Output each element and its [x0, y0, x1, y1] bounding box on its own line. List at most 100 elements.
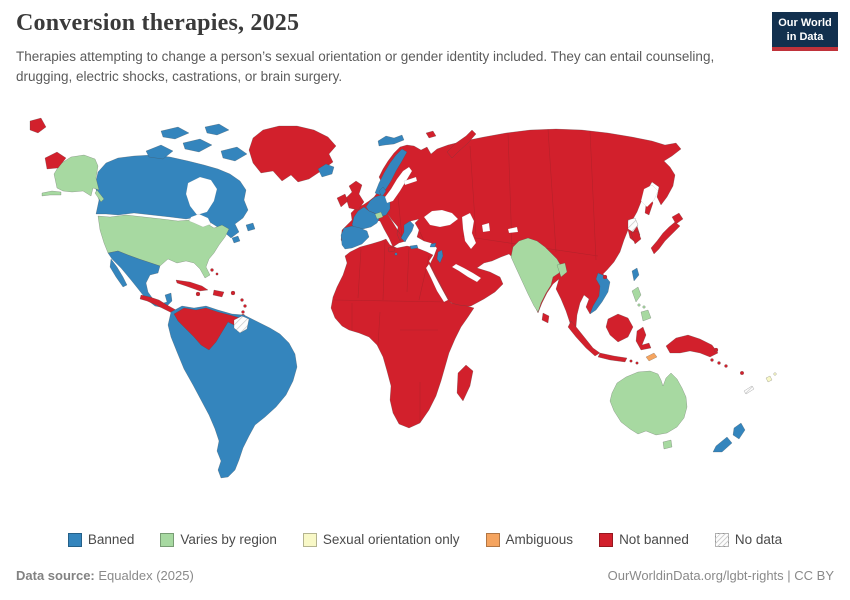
- country-novaya-zemlya[interactable]: [446, 129, 477, 159]
- data-source-value: Equaldex (2025): [98, 568, 194, 583]
- country-puerto-rico[interactable]: [230, 290, 236, 296]
- country-philippines-luzon[interactable]: [631, 286, 642, 303]
- legend-item-sexual-orientation-only[interactable]: Sexual orientation only: [302, 532, 460, 547]
- country-bahamas[interactable]: [215, 272, 219, 276]
- owid-logo[interactable]: Our World in Data: [772, 12, 838, 51]
- country-franz-josef[interactable]: [425, 130, 437, 139]
- legend-item-ambiguous[interactable]: Ambiguous: [485, 532, 574, 547]
- country-cuba[interactable]: [175, 279, 209, 292]
- country-fiji[interactable]: [765, 375, 773, 383]
- country-greenland[interactable]: [248, 125, 337, 183]
- country-new-zealand-north[interactable]: [732, 422, 746, 440]
- country-alaska-panhandle[interactable]: [94, 189, 105, 203]
- country-java[interactable]: [597, 352, 628, 363]
- country-canada[interactable]: [94, 154, 249, 239]
- country-new-britain[interactable]: [713, 347, 719, 353]
- sea-baltic: [384, 166, 413, 204]
- country-hainan[interactable]: [602, 274, 608, 280]
- country-lesser-sunda[interactable]: [635, 361, 639, 365]
- country-svalbard[interactable]: [377, 134, 405, 147]
- country-sulawesi[interactable]: [635, 326, 652, 351]
- country-greece-albania[interactable]: [400, 220, 415, 243]
- owid-logo-accent-bar: [772, 46, 838, 51]
- country-taiwan[interactable]: [631, 267, 640, 282]
- country-guyana-suriname[interactable]: [233, 315, 250, 334]
- country-newfoundland[interactable]: [245, 222, 256, 232]
- country-arctic-island[interactable]: [204, 123, 230, 136]
- country-australia[interactable]: [609, 370, 688, 436]
- country-hispaniola[interactable]: [212, 289, 225, 298]
- country-philippines-visayas[interactable]: [642, 305, 646, 309]
- country-lesser-sunda[interactable]: [629, 359, 633, 363]
- country-norway[interactable]: [374, 148, 408, 196]
- legend-swatch-ambiguous: [485, 532, 500, 547]
- country-fiji[interactable]: [773, 372, 777, 376]
- country-baja-california[interactable]: [109, 258, 128, 288]
- country-tasmania[interactable]: [662, 439, 673, 450]
- country-lesser-antilles[interactable]: [240, 298, 244, 302]
- country-arctic-island[interactable]: [145, 144, 174, 160]
- country-crete[interactable]: [409, 244, 419, 250]
- country-switzerland[interactable]: [374, 211, 384, 220]
- country-north-korea[interactable]: [627, 217, 639, 233]
- country-japan[interactable]: [650, 221, 681, 255]
- country-colombia-venezuela[interactable]: [173, 307, 241, 351]
- country-cyprus[interactable]: [429, 242, 437, 248]
- country-philippines-mindanao[interactable]: [640, 309, 652, 322]
- sea-hudson-bay: [185, 176, 218, 216]
- sea-caspian: [461, 212, 477, 250]
- country-arctic-island[interactable]: [220, 146, 248, 162]
- country-bangladesh[interactable]: [556, 262, 568, 278]
- country-new-zealand-south[interactable]: [712, 436, 733, 453]
- legend-label-not-banned: Not banned: [619, 532, 689, 547]
- country-solomon-islands[interactable]: [717, 361, 721, 365]
- legend-label-no-data: No data: [734, 532, 783, 547]
- country-lesser-antilles[interactable]: [241, 310, 245, 314]
- legend-label-ambiguous: Ambiguous: [505, 532, 574, 547]
- country-malta[interactable]: [394, 252, 398, 256]
- legend-item-varies[interactable]: Varies by region: [160, 532, 277, 547]
- country-new-caledonia[interactable]: [743, 385, 755, 395]
- country-alaska[interactable]: [53, 154, 100, 197]
- country-hokkaido[interactable]: [671, 212, 684, 225]
- country-south-america[interactable]: [167, 305, 298, 479]
- country-solomon-islands[interactable]: [710, 358, 714, 362]
- sea-great-lakes: [188, 213, 212, 228]
- legend-item-not-banned[interactable]: Not banned: [599, 532, 689, 547]
- country-vietnam[interactable]: [589, 272, 611, 315]
- legend-label-sexual-orientation-only: Sexual orientation only: [322, 532, 460, 547]
- country-arctic-island[interactable]: [182, 138, 213, 153]
- country-united-kingdom[interactable]: [345, 180, 365, 211]
- legend-swatch-sexual-orientation-only: [302, 532, 317, 547]
- world-map[interactable]: [0, 112, 850, 530]
- sea-gulf-of-finland: [403, 176, 418, 186]
- sea-okhotsk: [640, 184, 659, 208]
- country-jamaica[interactable]: [195, 291, 201, 297]
- country-arctic-island[interactable]: [160, 126, 190, 140]
- country-ireland[interactable]: [336, 193, 349, 208]
- legend-item-banned[interactable]: Banned: [67, 532, 134, 547]
- country-israel[interactable]: [436, 249, 444, 264]
- country-philippines-visayas[interactable]: [637, 303, 641, 307]
- country-south-korea[interactable]: [630, 230, 642, 245]
- country-chukotka[interactable]: [29, 117, 47, 134]
- country-lesser-antilles[interactable]: [243, 304, 247, 308]
- legend-item-no-data[interactable]: No data: [714, 532, 783, 547]
- country-new-guinea[interactable]: [665, 334, 719, 358]
- country-nova-scotia[interactable]: [231, 235, 241, 244]
- credit-link[interactable]: OurWorldinData.org/lgbt-rights | CC BY: [607, 568, 834, 583]
- country-chukotka[interactable]: [44, 151, 67, 170]
- country-solomon-islands[interactable]: [724, 364, 728, 368]
- country-sri-lanka[interactable]: [541, 312, 550, 324]
- country-sumatra[interactable]: [567, 320, 601, 357]
- country-iceland[interactable]: [317, 163, 335, 178]
- country-spain-portugal[interactable]: [340, 225, 370, 250]
- country-bahamas[interactable]: [210, 268, 214, 272]
- country-timor-leste[interactable]: [645, 352, 658, 362]
- country-vanuatu[interactable]: [739, 370, 745, 376]
- country-madagascar[interactable]: [456, 364, 474, 402]
- country-india[interactable]: [510, 237, 562, 313]
- country-aleutians[interactable]: [41, 190, 62, 197]
- country-borneo[interactable]: [605, 313, 634, 343]
- country-sicily[interactable]: [387, 246, 396, 253]
